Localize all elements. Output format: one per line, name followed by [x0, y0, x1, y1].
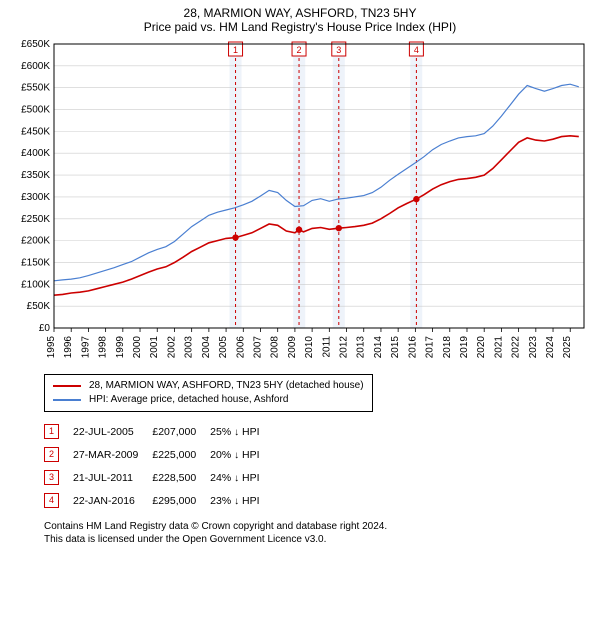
svg-text:2012: 2012 [339, 336, 350, 359]
svg-text:2022: 2022 [511, 336, 522, 359]
svg-text:£100K: £100K [21, 279, 50, 290]
svg-text:£550K: £550K [21, 83, 50, 94]
sale-pct-vs-hpi: 23% ↓ HPI [210, 489, 273, 512]
svg-text:2018: 2018 [442, 336, 453, 359]
svg-text:2007: 2007 [252, 336, 263, 359]
legend-item-hpi: HPI: Average price, detached house, Ashf… [53, 393, 364, 407]
sale-marker: 1 [44, 424, 59, 439]
sale-pct-vs-hpi: 24% ↓ HPI [210, 466, 273, 489]
svg-text:£200K: £200K [21, 236, 50, 247]
svg-text:2014: 2014 [373, 336, 384, 359]
sale-date: 27-MAR-2009 [73, 443, 152, 466]
svg-text:£350K: £350K [21, 170, 50, 181]
legend-item-property: 28, MARMION WAY, ASHFORD, TN23 5HY (deta… [53, 379, 364, 393]
sale-price: £225,000 [152, 443, 210, 466]
svg-text:3: 3 [336, 45, 341, 55]
footer-line-1: Contains HM Land Registry data © Crown c… [44, 520, 590, 533]
svg-text:2004: 2004 [201, 336, 212, 359]
sale-date: 22-JUL-2005 [73, 420, 152, 443]
svg-text:2001: 2001 [149, 336, 160, 359]
table-row: 3 21-JUL-2011£228,50024% ↓ HPI [44, 466, 274, 489]
svg-text:2011: 2011 [321, 336, 332, 358]
svg-text:£0: £0 [39, 323, 51, 334]
svg-text:£450K: £450K [21, 126, 50, 137]
svg-text:£50K: £50K [27, 301, 51, 312]
svg-text:2005: 2005 [218, 336, 229, 359]
chart-container: { "title1": "28, MARMION WAY, ASHFORD, T… [0, 0, 600, 620]
title-address: 28, MARMION WAY, ASHFORD, TN23 5HY [0, 0, 600, 20]
svg-text:2008: 2008 [270, 336, 281, 359]
svg-text:1997: 1997 [80, 336, 91, 359]
svg-text:1996: 1996 [63, 336, 74, 359]
legend-label: 28, MARMION WAY, ASHFORD, TN23 5HY (deta… [89, 379, 364, 393]
svg-text:2013: 2013 [356, 336, 367, 359]
table-row: 2 27-MAR-2009£225,00020% ↓ HPI [44, 443, 274, 466]
legend-swatch-property [53, 385, 81, 387]
sale-marker: 3 [44, 470, 59, 485]
sale-price: £207,000 [152, 420, 210, 443]
legend-label: HPI: Average price, detached house, Ashf… [89, 393, 288, 407]
svg-text:2017: 2017 [425, 336, 436, 359]
chart-legend: 28, MARMION WAY, ASHFORD, TN23 5HY (deta… [44, 374, 373, 412]
svg-text:4: 4 [414, 45, 419, 55]
svg-text:2016: 2016 [407, 336, 418, 359]
svg-text:£500K: £500K [21, 105, 50, 116]
svg-text:2000: 2000 [132, 336, 143, 359]
svg-text:1995: 1995 [46, 336, 57, 359]
title-subtitle: Price paid vs. HM Land Registry's House … [0, 20, 600, 34]
table-row: 4 22-JAN-2016£295,00023% ↓ HPI [44, 489, 274, 512]
price-chart: £0 £50K £100K £150K £200K £250K £300K £350K £400… [10, 38, 590, 368]
footer-line-2: This data is licensed under the Open Gov… [44, 533, 590, 546]
svg-text:2: 2 [297, 45, 302, 55]
legend-swatch-hpi [53, 399, 81, 401]
svg-text:2019: 2019 [459, 336, 470, 359]
sale-price: £228,500 [152, 466, 210, 489]
sale-pct-vs-hpi: 20% ↓ HPI [210, 443, 273, 466]
sale-marker: 2 [44, 447, 59, 462]
svg-text:1: 1 [233, 45, 238, 55]
sale-date: 21-JUL-2011 [73, 466, 152, 489]
svg-text:1999: 1999 [115, 336, 126, 359]
svg-text:2002: 2002 [166, 336, 177, 359]
sale-date: 22-JAN-2016 [73, 489, 152, 512]
svg-text:2015: 2015 [390, 336, 401, 359]
svg-text:2025: 2025 [562, 336, 573, 359]
svg-text:2023: 2023 [528, 336, 539, 359]
table-row: 1 22-JUL-2005£207,00025% ↓ HPI [44, 420, 274, 443]
footer-attribution: Contains HM Land Registry data © Crown c… [44, 520, 590, 546]
svg-text:£600K: £600K [21, 61, 50, 72]
sale-marker: 4 [44, 493, 59, 508]
svg-text:£650K: £650K [21, 39, 50, 50]
svg-text:2024: 2024 [545, 336, 556, 359]
sale-price: £295,000 [152, 489, 210, 512]
svg-text:2006: 2006 [235, 336, 246, 359]
sale-pct-vs-hpi: 25% ↓ HPI [210, 420, 273, 443]
svg-text:£250K: £250K [21, 214, 50, 225]
svg-text:2003: 2003 [184, 336, 195, 359]
sales-table: 1 22-JUL-2005£207,00025% ↓ HPI 2 27-MAR-200… [44, 420, 274, 512]
svg-text:£400K: £400K [21, 148, 50, 159]
svg-text:2010: 2010 [304, 336, 315, 359]
svg-text:2009: 2009 [287, 336, 298, 359]
svg-text:2020: 2020 [476, 336, 487, 359]
svg-text:£150K: £150K [21, 257, 50, 268]
svg-text:2021: 2021 [493, 336, 504, 359]
svg-text:£300K: £300K [21, 192, 50, 203]
svg-text:1998: 1998 [98, 336, 109, 359]
